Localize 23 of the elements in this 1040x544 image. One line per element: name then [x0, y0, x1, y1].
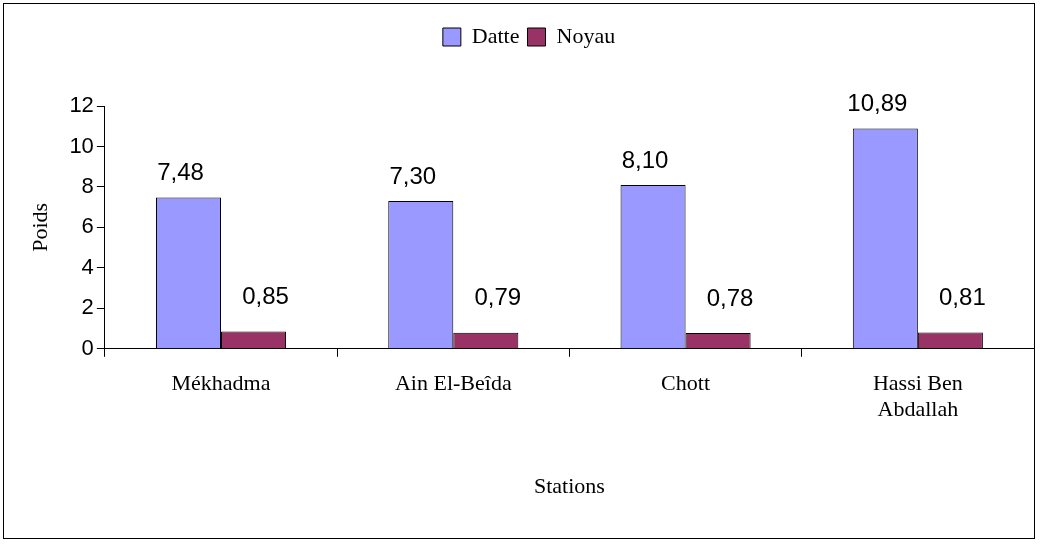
y-tick-label: 2: [81, 294, 94, 320]
legend-label: Datte: [471, 22, 520, 48]
legend-label: Noyau: [556, 22, 616, 48]
y-tick-label: 12: [69, 92, 94, 118]
x-tick-label: Ain El-Beîda: [394, 369, 512, 395]
data-label: 7,30: [389, 161, 437, 189]
data-label: 0,81: [939, 283, 986, 311]
y-tick-label: 6: [81, 213, 94, 239]
x-tick-label: Hassi Ben Abdallah: [872, 369, 963, 422]
x-tick-label: Chott: [661, 369, 711, 395]
y-tick-label: 8: [81, 173, 94, 198]
y-tick-label: 4: [81, 253, 94, 279]
x-axis-title: Stations: [533, 472, 605, 498]
y-axis-title: Poids: [26, 202, 52, 252]
data-label: 7,48: [157, 158, 204, 186]
x-tick-label: Mékhadma: [171, 369, 271, 395]
y-tick-label: 0: [81, 334, 94, 360]
data-label: 0,78: [706, 283, 754, 311]
data-label: 8,10: [621, 145, 669, 173]
data-label: 0,85: [242, 282, 289, 310]
data-label: 10,89: [847, 89, 908, 117]
data-label: 0,79: [474, 283, 522, 311]
y-tick-label: 10: [69, 132, 94, 158]
